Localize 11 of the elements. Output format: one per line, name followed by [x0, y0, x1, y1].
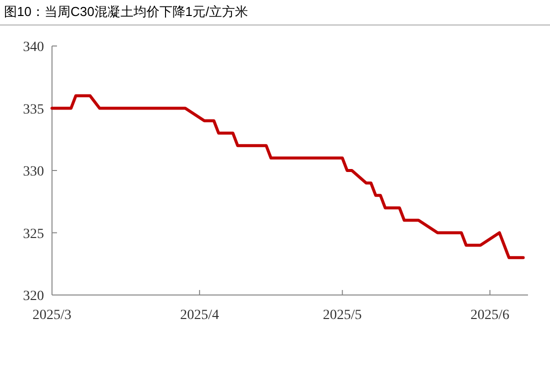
y-tick-label: 320 [23, 289, 44, 304]
y-tick-label: 330 [23, 164, 44, 180]
chart-title: 图10：当周C30混凝土均价下降1元/立方米 [4, 4, 248, 19]
x-tick-label: 2025/5 [322, 308, 362, 323]
x-tick-label: 2025/3 [32, 308, 72, 323]
y-tick-label: 325 [23, 226, 44, 242]
y-tick-label: 340 [23, 40, 44, 55]
y-tick-label: 335 [23, 102, 44, 118]
x-tick-label: 2025/6 [470, 308, 510, 323]
x-tick-label: 2025/4 [180, 308, 220, 323]
line-series [50, 94, 525, 260]
